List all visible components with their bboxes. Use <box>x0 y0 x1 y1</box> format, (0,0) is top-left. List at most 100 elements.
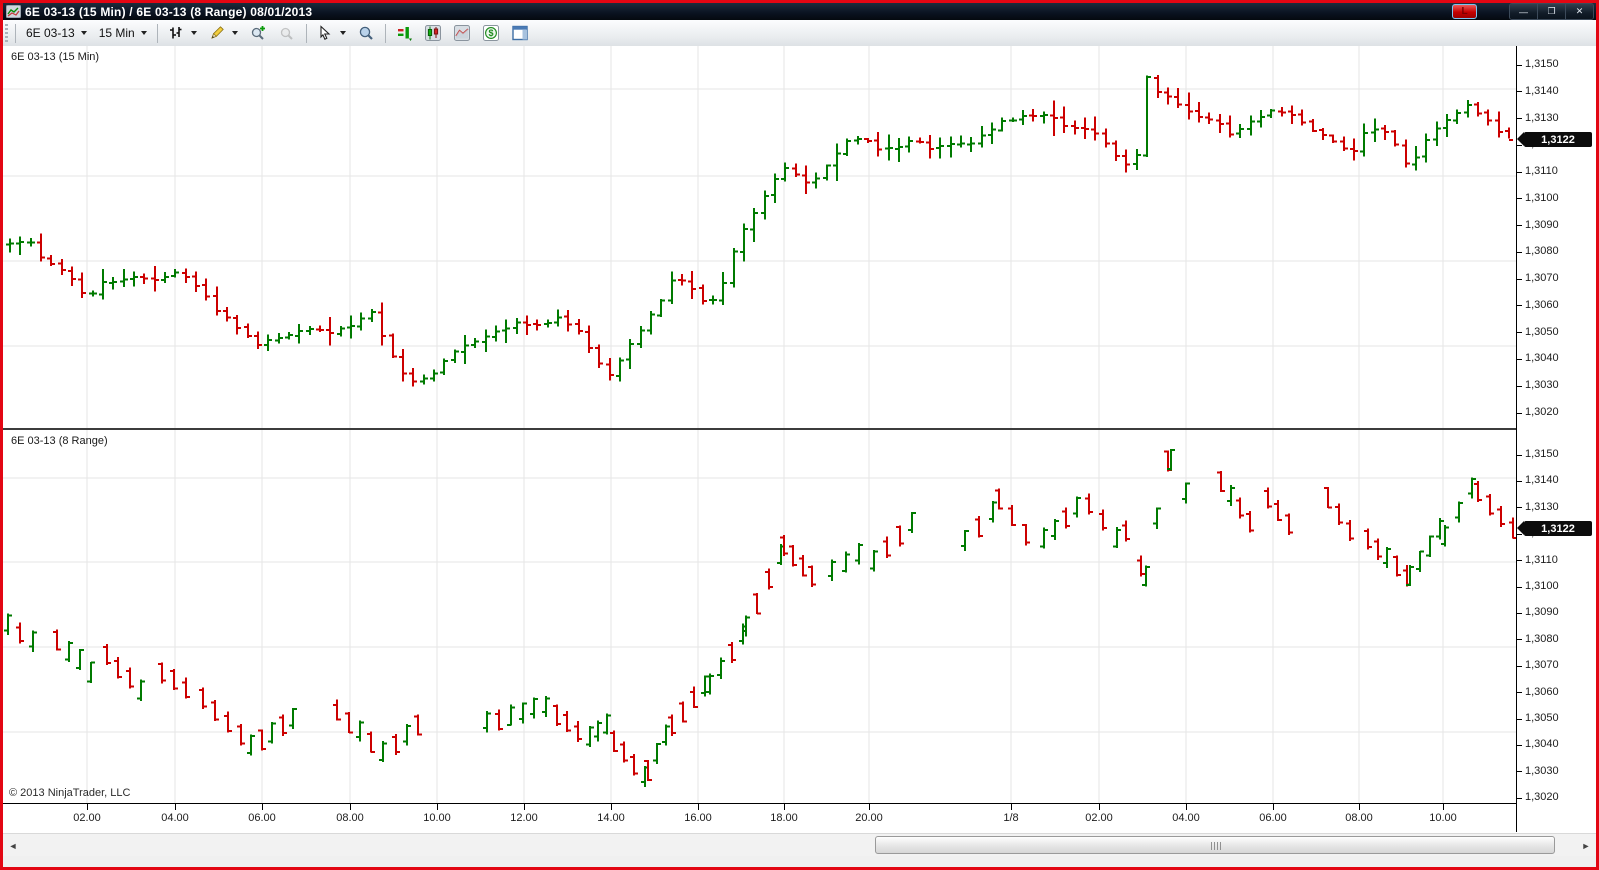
toolbar: 6E 03-13 15 Min <box>3 20 1596 47</box>
scroll-left-button[interactable]: ◄ <box>8 840 18 851</box>
horizontal-scrollbar: ◄ ► <box>3 833 1596 857</box>
interval-label: 15 Min <box>98 26 135 40</box>
chart-panel-15min[interactable] <box>3 46 1516 428</box>
price-axis-label: 1,3150 <box>1525 58 1559 70</box>
time-axis-tick <box>437 804 438 810</box>
time-axis-tick <box>87 804 88 810</box>
time-axis-label: 02.00 <box>1085 812 1113 824</box>
interval-dropdown[interactable]: 15 Min <box>93 24 153 42</box>
price-axis-label: 1,3080 <box>1525 632 1559 645</box>
panel-divider[interactable] <box>3 428 1516 430</box>
separator <box>305 23 307 43</box>
last-price-marker: 1,3122 <box>1517 521 1592 537</box>
drawing-pencil-icon <box>209 25 226 42</box>
zoom-out-icon <box>279 25 296 42</box>
time-axis-tick <box>1186 804 1187 810</box>
price-axis-label: 1,3080 <box>1525 245 1559 258</box>
properties-panel-button[interactable] <box>506 23 535 44</box>
time-axis-label: 10.00 <box>423 812 451 824</box>
window-bottom-strip <box>3 856 1596 867</box>
panel-label-8range: 6E 03-13 (8 Range) <box>11 435 108 447</box>
data-box-button[interactable] <box>352 23 381 44</box>
price-axis-tick <box>1517 332 1522 334</box>
price-axis-tick <box>1517 171 1522 173</box>
price-axis-label: 1,3090 <box>1525 218 1559 231</box>
copyright-text: © 2013 NinjaTrader, LLC <box>9 787 131 799</box>
time-axis-label: 1/8 <box>1003 812 1019 824</box>
price-axis-label: 1,3090 <box>1525 606 1559 619</box>
chart-region-icon <box>454 25 471 42</box>
price-axis-tick <box>1517 454 1522 456</box>
time-axis-tick <box>611 804 612 810</box>
last-price-marker: 1,3122 <box>1517 132 1592 148</box>
chevron-down-icon <box>339 31 346 35</box>
instrument-label: 6E 03-13 <box>26 26 75 40</box>
time-axis-label: 14.00 <box>597 812 625 824</box>
close-button[interactable]: ✕ <box>1566 4 1593 19</box>
price-axis-tick <box>1517 480 1522 482</box>
price-axis-tick <box>1517 198 1522 200</box>
toolbar-grip[interactable] <box>5 24 8 42</box>
price-axis-8range[interactable]: 1,31501,31401,31301,31201,31101,31001,30… <box>1516 428 1596 803</box>
zoom-in-button[interactable] <box>244 23 273 44</box>
scroll-right-button[interactable]: ► <box>1581 840 1591 851</box>
price-axis-label: 1,3030 <box>1525 764 1559 777</box>
price-axis-tick <box>1517 358 1522 360</box>
candlestick-chart-button[interactable] <box>419 23 448 44</box>
time-axis-label: 10.00 <box>1429 812 1457 824</box>
price-axis-tick <box>1517 225 1522 227</box>
price-axis-label: 1,3050 <box>1525 712 1559 724</box>
price-axis-label: 1,3100 <box>1525 191 1559 204</box>
chart-panel-8range[interactable] <box>3 430 1516 803</box>
price-axis-tick <box>1517 612 1522 614</box>
window-panel-icon <box>512 25 529 42</box>
bar-type-dropdown[interactable] <box>162 23 203 44</box>
chart-trader-button[interactable] <box>390 23 419 44</box>
svg-text:$: $ <box>489 28 494 38</box>
time-axis-tick <box>1443 804 1444 810</box>
account-dollar-button[interactable]: $ <box>477 23 506 44</box>
time-axis[interactable]: 02.00 04.00 06.00 08.00 10.00 12.00 14.00 16.00… <box>3 803 1516 832</box>
time-axis-label: 08.00 <box>336 812 364 824</box>
drawing-tools-dropdown[interactable] <box>203 23 244 44</box>
price-axis-label: 1,3130 <box>1525 500 1559 513</box>
zoom-in-icon <box>250 25 267 42</box>
price-axis-label: 1,3050 <box>1525 325 1559 338</box>
time-axis-label: 12.00 <box>510 812 538 824</box>
time-axis-label: 06.00 <box>248 812 276 824</box>
cursor-dropdown[interactable] <box>311 23 352 44</box>
instrument-link-button[interactable]: L <box>1452 4 1477 19</box>
minimize-button[interactable]: — <box>1510 4 1538 19</box>
time-axis-label: 04.00 <box>161 812 189 824</box>
restore-button[interactable]: ❐ <box>1538 4 1566 19</box>
dollar-icon: $ <box>483 25 500 42</box>
chart-region-button[interactable] <box>448 23 477 44</box>
data-box-icon <box>358 25 375 42</box>
price-axis-tick <box>1517 639 1522 641</box>
time-axis-label: 18.00 <box>770 812 798 824</box>
zoom-out-button[interactable] <box>273 23 302 44</box>
instrument-dropdown[interactable]: 6E 03-13 <box>20 24 93 42</box>
price-axis-tick <box>1517 718 1522 720</box>
time-axis-tick <box>1359 804 1360 810</box>
price-axis-tick <box>1517 692 1522 694</box>
time-axis-label: 06.00 <box>1259 812 1287 824</box>
window-titlebar[interactable]: 6E 03-13 (15 Min) / 6E 03-13 (8 Range) 0… <box>3 3 1596 20</box>
price-axis-15min[interactable]: 1,31501,31401,31301,31201,31101,31001,30… <box>1516 46 1596 428</box>
price-axis-tick <box>1517 665 1522 667</box>
price-axis-tick <box>1517 385 1522 387</box>
chevron-down-icon <box>231 31 238 35</box>
price-axis-tick <box>1517 64 1522 66</box>
time-axis-tick <box>1099 804 1100 810</box>
scrollbar-thumb[interactable] <box>875 836 1556 854</box>
cursor-icon <box>317 25 334 42</box>
chevron-down-icon <box>140 31 147 35</box>
price-axis-label: 1,3060 <box>1525 685 1559 698</box>
time-axis-tick <box>350 804 351 810</box>
time-axis-tick <box>1273 804 1274 810</box>
price-axis-label: 1,3040 <box>1525 352 1559 365</box>
price-axis-label: 1,3020 <box>1525 406 1559 418</box>
time-axis-label: 20.00 <box>855 812 883 824</box>
separator <box>15 23 16 43</box>
